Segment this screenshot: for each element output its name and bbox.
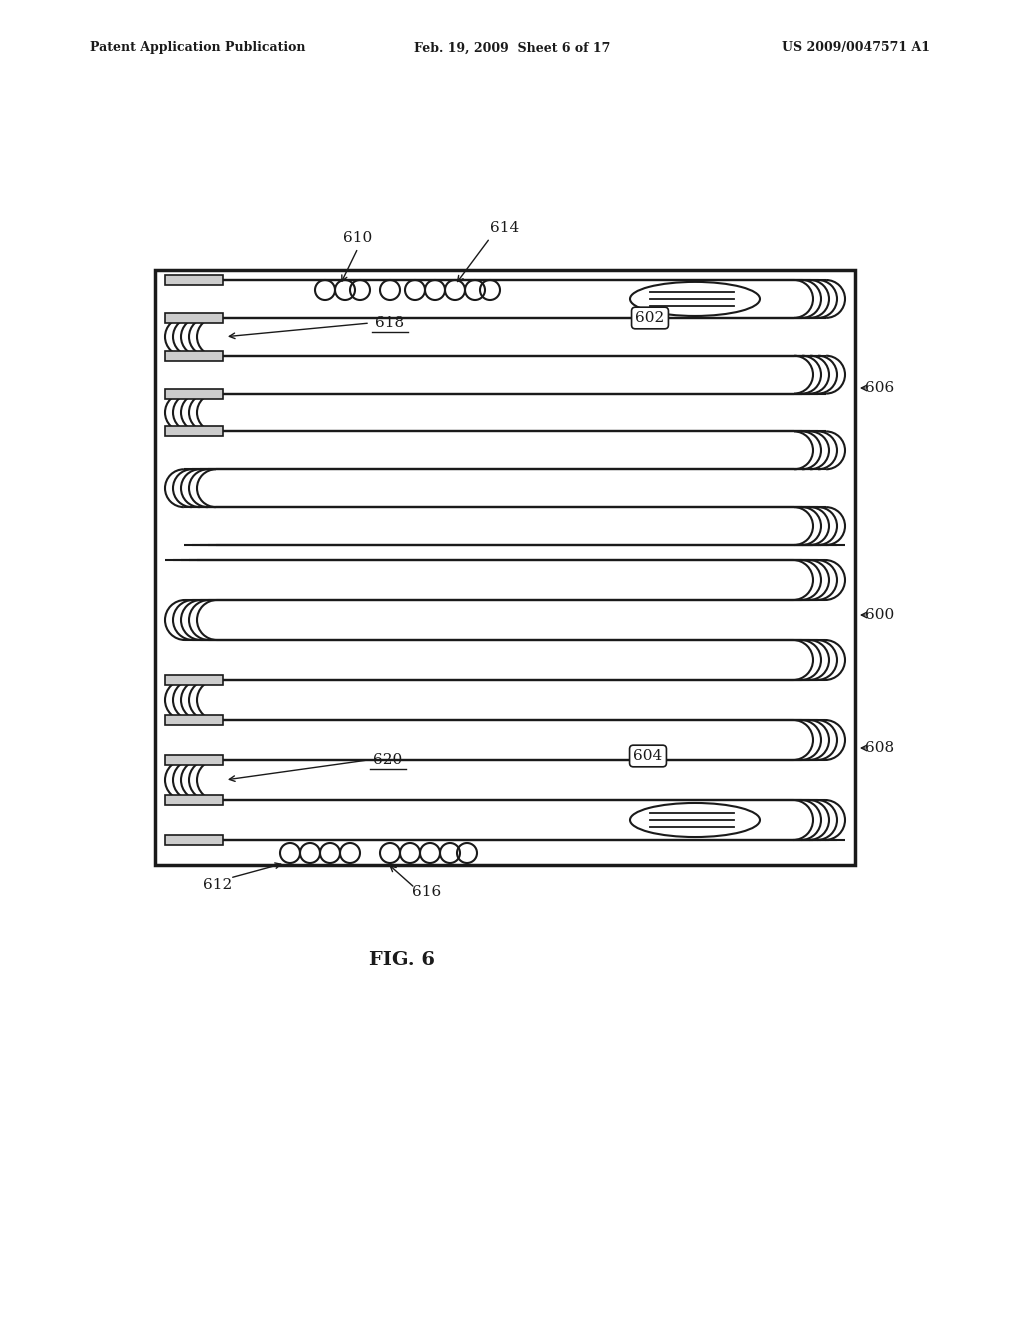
Text: 620: 620: [374, 752, 402, 767]
Bar: [165, 426, 223, 437]
Text: FIG. 6: FIG. 6: [369, 950, 435, 969]
Text: 604: 604: [634, 748, 663, 763]
Text: 610: 610: [343, 231, 373, 246]
Text: 602: 602: [635, 312, 665, 325]
Bar: [165, 313, 223, 323]
Text: Feb. 19, 2009  Sheet 6 of 17: Feb. 19, 2009 Sheet 6 of 17: [414, 41, 610, 54]
Bar: [165, 351, 223, 360]
Text: 612: 612: [204, 878, 232, 892]
Text: 608: 608: [865, 741, 895, 755]
Text: 616: 616: [413, 884, 441, 899]
Text: 600: 600: [865, 609, 895, 622]
Text: 606: 606: [865, 381, 895, 395]
Bar: [165, 715, 223, 725]
Bar: [165, 275, 223, 285]
Text: 614: 614: [490, 220, 519, 235]
Text: 618: 618: [376, 315, 404, 330]
Bar: [165, 388, 223, 399]
Bar: [165, 795, 223, 805]
Text: US 2009/0047571 A1: US 2009/0047571 A1: [782, 41, 930, 54]
Bar: [165, 755, 223, 766]
Text: Patent Application Publication: Patent Application Publication: [90, 41, 305, 54]
Bar: [165, 675, 223, 685]
Bar: [165, 836, 223, 845]
Bar: [155, 271, 855, 865]
